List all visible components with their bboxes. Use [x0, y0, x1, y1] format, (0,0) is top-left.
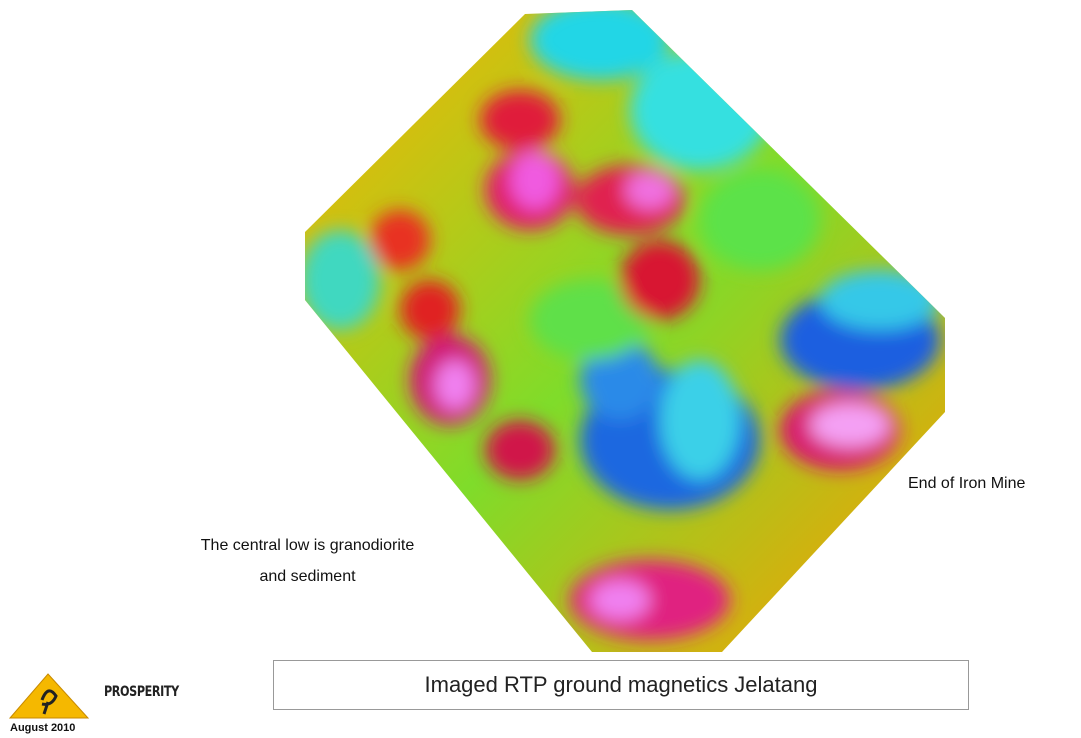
magnetic-map: [0, 0, 1081, 738]
annotation: End of Iron Mine: [908, 468, 1025, 499]
logo: [8, 672, 98, 722]
date: August 2010: [10, 722, 75, 734]
annotation-line: The central low is granodiorite: [140, 530, 475, 561]
brand-name: PROSPERITY: [104, 684, 179, 700]
caption-text: Imaged RTP ground magnetics Jelatang: [425, 672, 818, 698]
caption: Imaged RTP ground magnetics Jelatang: [273, 660, 969, 710]
slide: The central low is granodiorite and sedi…: [0, 0, 1081, 738]
annotation-line: and sediment: [140, 561, 475, 592]
